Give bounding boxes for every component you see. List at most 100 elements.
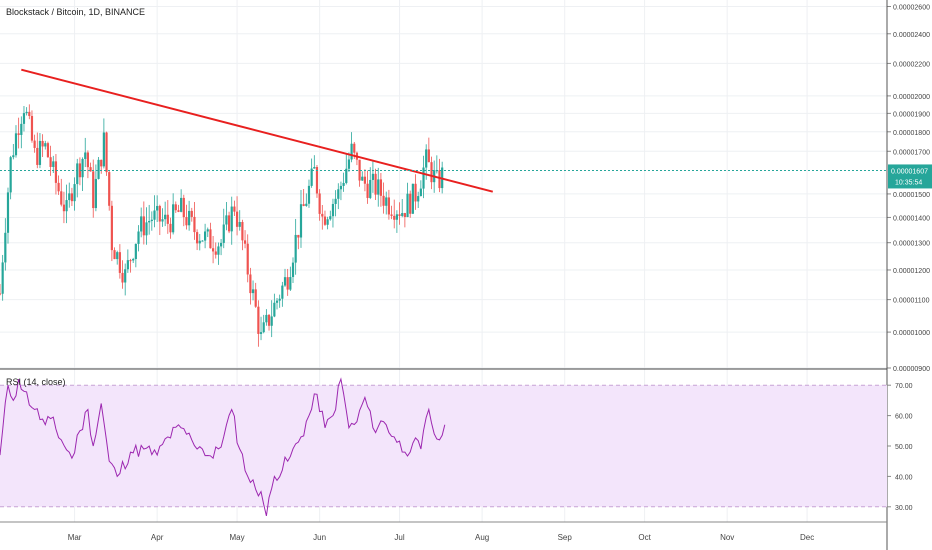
candle-body bbox=[142, 216, 145, 236]
candle-body bbox=[275, 300, 279, 303]
candle-body bbox=[134, 243, 137, 260]
candle-body bbox=[342, 182, 345, 186]
candle-body bbox=[190, 210, 193, 217]
x-tick-label: Jul bbox=[394, 533, 404, 542]
candle-body bbox=[188, 210, 191, 226]
candle-body bbox=[233, 206, 236, 212]
candle-body bbox=[158, 205, 161, 222]
candle-body bbox=[76, 163, 79, 185]
candle-body bbox=[291, 262, 295, 278]
candle-body bbox=[9, 157, 12, 193]
candle-body bbox=[150, 219, 153, 222]
x-tick-label: May bbox=[230, 533, 245, 542]
candle-body bbox=[286, 277, 289, 290]
candle-body bbox=[358, 159, 361, 181]
candle-body bbox=[262, 322, 265, 333]
candle-body bbox=[148, 221, 151, 223]
candle-body bbox=[425, 149, 428, 168]
y-tick-label: 0.00002400 bbox=[893, 32, 930, 39]
candle-body bbox=[230, 206, 233, 232]
candle-body bbox=[347, 159, 351, 169]
candle-body bbox=[36, 147, 39, 165]
candle-body bbox=[54, 161, 58, 183]
candle-body bbox=[196, 232, 199, 244]
candle-body bbox=[307, 185, 311, 204]
candle-body bbox=[227, 215, 231, 232]
candle-body bbox=[124, 269, 127, 283]
candle-body bbox=[211, 248, 215, 252]
candle-body bbox=[310, 168, 313, 186]
y-tick-label: 0.00002200 bbox=[893, 61, 930, 68]
candle-body bbox=[369, 179, 372, 198]
candle-body bbox=[289, 277, 292, 290]
candle-body bbox=[33, 140, 36, 148]
candle-body bbox=[361, 176, 364, 181]
candle-body bbox=[350, 143, 353, 160]
candle-body bbox=[417, 196, 420, 202]
candle-body bbox=[116, 252, 119, 260]
candle-body bbox=[177, 210, 180, 212]
candle-body bbox=[22, 113, 26, 124]
candle-body bbox=[270, 316, 273, 326]
candle-body bbox=[100, 159, 103, 167]
candle-body bbox=[305, 203, 308, 206]
chart-title: Blockstack / Bitcoin, 1D, BINANCE bbox=[6, 7, 146, 17]
candle-body bbox=[299, 204, 303, 238]
candle-body bbox=[73, 184, 76, 202]
candle-body bbox=[243, 240, 247, 244]
candle-body bbox=[329, 216, 332, 220]
candle-body bbox=[86, 152, 90, 168]
candle-body bbox=[4, 232, 7, 263]
y-tick-label: 0.00001300 bbox=[893, 241, 930, 248]
candle-body bbox=[118, 252, 121, 273]
candle-body bbox=[193, 216, 196, 233]
candle-body bbox=[409, 193, 412, 214]
candle-body bbox=[238, 222, 241, 227]
candle-body bbox=[201, 240, 204, 242]
candle-body bbox=[209, 229, 212, 249]
rsi-y-tick-label: 40.00 bbox=[895, 474, 913, 481]
candle-body bbox=[331, 203, 335, 217]
candle-body bbox=[20, 123, 23, 135]
candle-body bbox=[129, 260, 132, 262]
candle-body bbox=[169, 223, 172, 233]
candle-body bbox=[393, 215, 396, 220]
rsi-band bbox=[0, 385, 887, 507]
candle-body bbox=[366, 183, 369, 198]
candle-body bbox=[385, 197, 388, 206]
candle-body bbox=[46, 143, 50, 158]
y-tick-label: 0.00001700 bbox=[893, 149, 930, 156]
candle-body bbox=[60, 191, 63, 205]
candle-body bbox=[337, 189, 340, 199]
candle-body bbox=[387, 197, 390, 215]
y-tick-label: 0.00000900 bbox=[893, 366, 930, 373]
candle-body bbox=[326, 219, 329, 225]
candle-body bbox=[49, 157, 52, 167]
candle-body bbox=[217, 246, 220, 255]
candle-body bbox=[363, 176, 367, 184]
candle-body bbox=[153, 210, 156, 220]
candle-body bbox=[219, 242, 223, 247]
candle-body bbox=[78, 163, 82, 178]
x-tick-label: Sep bbox=[558, 533, 573, 542]
x-tick-label: Oct bbox=[638, 533, 651, 542]
candle-body bbox=[140, 216, 143, 232]
candle-body bbox=[321, 213, 324, 217]
candle-body bbox=[180, 197, 183, 212]
candle-body bbox=[52, 161, 55, 167]
y-tick-label: 0.00001000 bbox=[893, 330, 930, 337]
y-tick-label: 0.00001900 bbox=[893, 111, 930, 118]
candle-body bbox=[214, 251, 217, 255]
candle-body bbox=[297, 234, 300, 238]
candle-body bbox=[265, 314, 268, 323]
candle-body bbox=[174, 204, 177, 211]
candle-body bbox=[259, 332, 263, 334]
candle-body bbox=[403, 213, 406, 218]
candle-body bbox=[161, 219, 164, 222]
candle-body bbox=[241, 222, 244, 241]
candle-body bbox=[278, 298, 281, 301]
y-tick-label: 0.00001100 bbox=[893, 298, 930, 305]
candle-body bbox=[371, 173, 375, 180]
candle-body bbox=[427, 149, 430, 163]
